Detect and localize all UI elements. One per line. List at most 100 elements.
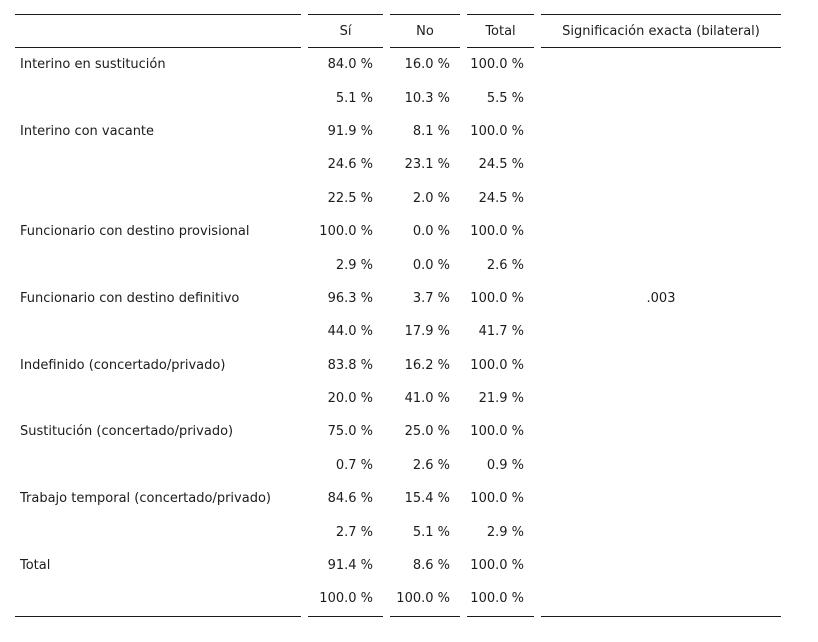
page: Sí No Total Significación exacta (bilateral… [0,14,818,617]
header-row: Sí No Total Significación exacta (bilateral… [15,14,781,48]
value-total: 100.0 % [470,558,524,574]
value-si: 2.7 % [335,524,373,540]
value-sig [541,248,781,281]
row-label: Funcionario con destino provisional [20,224,250,240]
value-sig [541,482,781,515]
value-total: 0.9 % [486,457,524,473]
value-total: 41.7 % [478,324,524,340]
row-label: Funcionario con destino definitivo [20,290,240,306]
column-header-total: Total [467,14,534,48]
table-row: 2.7 % 5.1 % 2.9 % [15,515,781,548]
value-total: 2.6 % [486,257,524,273]
table-body: Interino en sustitución 84.0 % 16.0 % 100.0… [15,48,781,617]
table-row: Interino con vacante 91.9 % 8.1 % 100.0 % [15,115,781,148]
row-label [15,382,301,415]
value-no: 41.0 % [404,391,450,407]
value-sig [541,115,781,148]
value-sig [541,349,781,382]
table-row: 44.0 % 17.9 % 41.7 % [15,315,781,348]
value-si: 5.1 % [335,90,373,106]
table-row: 0.7 % 2.6 % 0.9 % [15,449,781,482]
value-sig [541,215,781,248]
table-row: Funcionario con destino provisional 100.0… [15,215,781,248]
value-no: 23.1 % [404,157,450,173]
value-total: 100.0 % [470,57,524,73]
value-si: 2.9 % [335,257,373,273]
value-no: 17.9 % [404,324,450,340]
value-si: 44.0 % [327,324,373,340]
table-row: Indefinido (concertado/privado) 83.8 % 16.… [15,349,781,382]
value-no: 8.1 % [412,123,450,139]
row-label [15,582,301,617]
value-si: 0.7 % [335,457,373,473]
table-row: 5.1 % 10.3 % 5.5 % [15,81,781,114]
value-sig [541,382,781,415]
value-total: 100.0 % [470,424,524,440]
value-si: 83.8 % [327,357,373,373]
value-sig [541,449,781,482]
value-si: 84.0 % [327,57,373,73]
table-row: 22.5 % 2.0 % 24.5 % [15,182,781,215]
column-header-no: No [390,14,460,48]
value-no: 16.0 % [404,57,450,73]
value-total: 100.0 % [470,224,524,240]
value-total: 2.9 % [486,524,524,540]
value-total: 100.0 % [467,582,534,617]
value-total: 5.5 % [486,90,524,106]
row-label: Trabajo temporal (concertado/privado) [20,491,271,507]
value-no: 5.1 % [412,524,450,540]
value-no: 0.0 % [412,257,450,273]
value-si: 91.4 % [327,558,373,574]
value-sig [541,182,781,215]
value-total: 100.0 % [470,491,524,507]
value-sig [541,315,781,348]
value-no: 100.0 % [390,582,460,617]
value-no: 16.2 % [404,357,450,373]
table-row: Funcionario con destino definitivo 96.3 %… [15,282,781,315]
value-si: 91.9 % [327,123,373,139]
table-row: Sustitución (concertado/privado) 75.0 % 25… [15,415,781,448]
value-total: 100.0 % [470,290,524,306]
value-si: 20.0 % [327,391,373,407]
value-si: 75.0 % [327,424,373,440]
row-label [15,148,301,181]
value-no: 15.4 % [404,491,450,507]
value-si: 24.6 % [327,157,373,173]
value-sig [541,415,781,448]
row-label [15,315,301,348]
row-label [15,515,301,548]
column-header-rowlabel [15,14,301,48]
value-sig [541,48,781,81]
row-label: Interino con vacante [20,123,155,139]
value-si: 84.6 % [327,491,373,507]
value-si: 96.3 % [327,290,373,306]
table-row: 100.0 % 100.0 % 100.0 % [15,582,781,617]
value-sig: .003 [646,290,676,306]
table-row: Trabajo temporal (concertado/privado) 84.… [15,482,781,515]
row-label [15,449,301,482]
row-label [15,81,301,114]
value-total: 24.5 % [478,190,524,206]
value-total: 100.0 % [470,123,524,139]
table-row: 20.0 % 41.0 % 21.9 % [15,382,781,415]
value-sig [541,148,781,181]
table-row: Total 91.4 % 8.6 % 100.0 % [15,549,781,582]
value-si: 22.5 % [327,190,373,206]
column-header-si: Sí [308,14,383,48]
value-no: 3.7 % [412,290,450,306]
table-row: Interino en sustitución 84.0 % 16.0 % 100.0… [15,48,781,81]
value-no: 2.6 % [412,457,450,473]
value-sig [541,549,781,582]
value-total: 24.5 % [478,157,524,173]
table-row: 24.6 % 23.1 % 24.5 % [15,148,781,181]
value-si: 100.0 % [308,582,383,617]
row-label [15,182,301,215]
value-si: 100.0 % [319,224,373,240]
value-no: 2.0 % [412,190,450,206]
value-no: 10.3 % [404,90,450,106]
value-no: 25.0 % [404,424,450,440]
table-row: 2.9 % 0.0 % 2.6 % [15,248,781,281]
row-label [15,248,301,281]
value-total: 100.0 % [470,357,524,373]
value-sig [541,582,781,617]
